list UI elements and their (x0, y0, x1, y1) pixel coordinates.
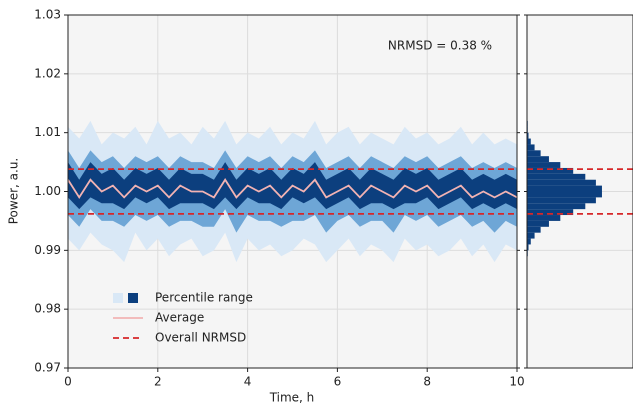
histogram-bar (527, 185, 602, 192)
y-tick-label: 0.99 (34, 243, 61, 257)
x-tick-label: 6 (334, 375, 342, 389)
histogram-bar (527, 238, 531, 245)
y-tick-label: 0.97 (34, 361, 61, 375)
histogram-bar (527, 232, 535, 239)
histogram-bar (527, 138, 531, 145)
legend-swatch (113, 293, 123, 303)
annotation: NRMSD = 0.38 % (388, 39, 492, 53)
histogram-bar (527, 162, 561, 168)
histogram-bar (527, 197, 596, 204)
histogram-bar (527, 173, 586, 180)
histogram-bar (527, 144, 535, 151)
histogram-bar (527, 226, 541, 233)
legend-swatch (128, 293, 138, 303)
x-axis-label: Time, h (269, 391, 315, 405)
histogram-bar (527, 191, 602, 198)
legend-label: Overall NRMSD (155, 331, 246, 345)
y-tick-label: 1.00 (34, 184, 61, 198)
layers (67, 14, 633, 369)
y-tick-label: 0.98 (34, 302, 61, 316)
y-tick-label: 1.03 (34, 8, 61, 22)
histogram-bar (527, 209, 574, 216)
histogram-bar (527, 215, 561, 221)
histogram-bar (527, 244, 529, 251)
average-line (67, 178, 518, 200)
histogram-bar (527, 156, 549, 163)
histogram-bar (527, 203, 586, 210)
histogram-bar (527, 220, 549, 227)
legend-label: Percentile range (155, 291, 253, 305)
histogram-bar (527, 150, 541, 157)
histogram-bar (527, 132, 529, 139)
x-tick-label: 8 (423, 375, 431, 389)
histogram-bar (527, 179, 596, 186)
y-axis-label: Power, a.u. (7, 158, 21, 225)
legend-label: Average (155, 311, 204, 325)
y-tick-label: 1.02 (34, 66, 61, 80)
x-tick-label: 2 (154, 375, 162, 389)
x-tick-label: 0 (64, 375, 72, 389)
x-tick-label: 10 (509, 375, 524, 389)
y-tick-label: 1.01 (34, 125, 61, 139)
x-tick-label: 4 (244, 375, 252, 389)
histogram-bar (527, 167, 574, 174)
